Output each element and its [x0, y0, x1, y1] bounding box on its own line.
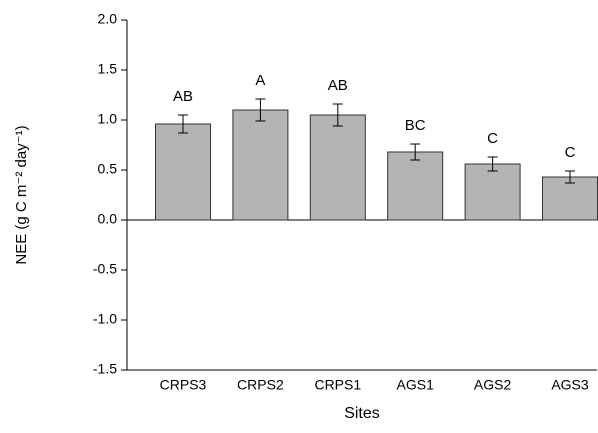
annotation: A [255, 72, 265, 89]
x-tick-label: AGS1 [397, 377, 435, 393]
annotation: AB [173, 88, 193, 105]
x-tick-label: CRPS1 [314, 377, 361, 393]
x-tick-label: AGS2 [474, 377, 512, 393]
bar [464, 163, 521, 221]
x-tick-label: AGS3 [551, 377, 589, 393]
bar [542, 176, 598, 221]
y-tick-label: 2.0 [98, 11, 118, 27]
y-tick-label: 1.5 [98, 61, 118, 77]
bar [309, 114, 366, 221]
annotation: AB [328, 77, 348, 94]
y-tick-label: -1.5 [93, 361, 117, 377]
x-axis-label: Sites [344, 405, 380, 422]
annotation: C [565, 144, 576, 161]
bar [155, 123, 211, 221]
bar [387, 151, 444, 221]
x-tick-label: CRPS3 [160, 377, 207, 393]
y-tick-label: -1.0 [93, 311, 117, 327]
annotation: BC [405, 117, 426, 134]
x-tick-label: CRPS2 [237, 377, 284, 393]
y-axis-label: NEE (g C m⁻² day⁻¹) [13, 125, 30, 264]
y-tick-label: 0.0 [98, 211, 118, 227]
y-tick-label: 0.5 [98, 161, 118, 177]
y-tick-label: -0.5 [93, 261, 117, 277]
y-tick-label: 1.0 [98, 111, 118, 127]
bar [232, 109, 289, 221]
annotation: C [487, 130, 498, 147]
